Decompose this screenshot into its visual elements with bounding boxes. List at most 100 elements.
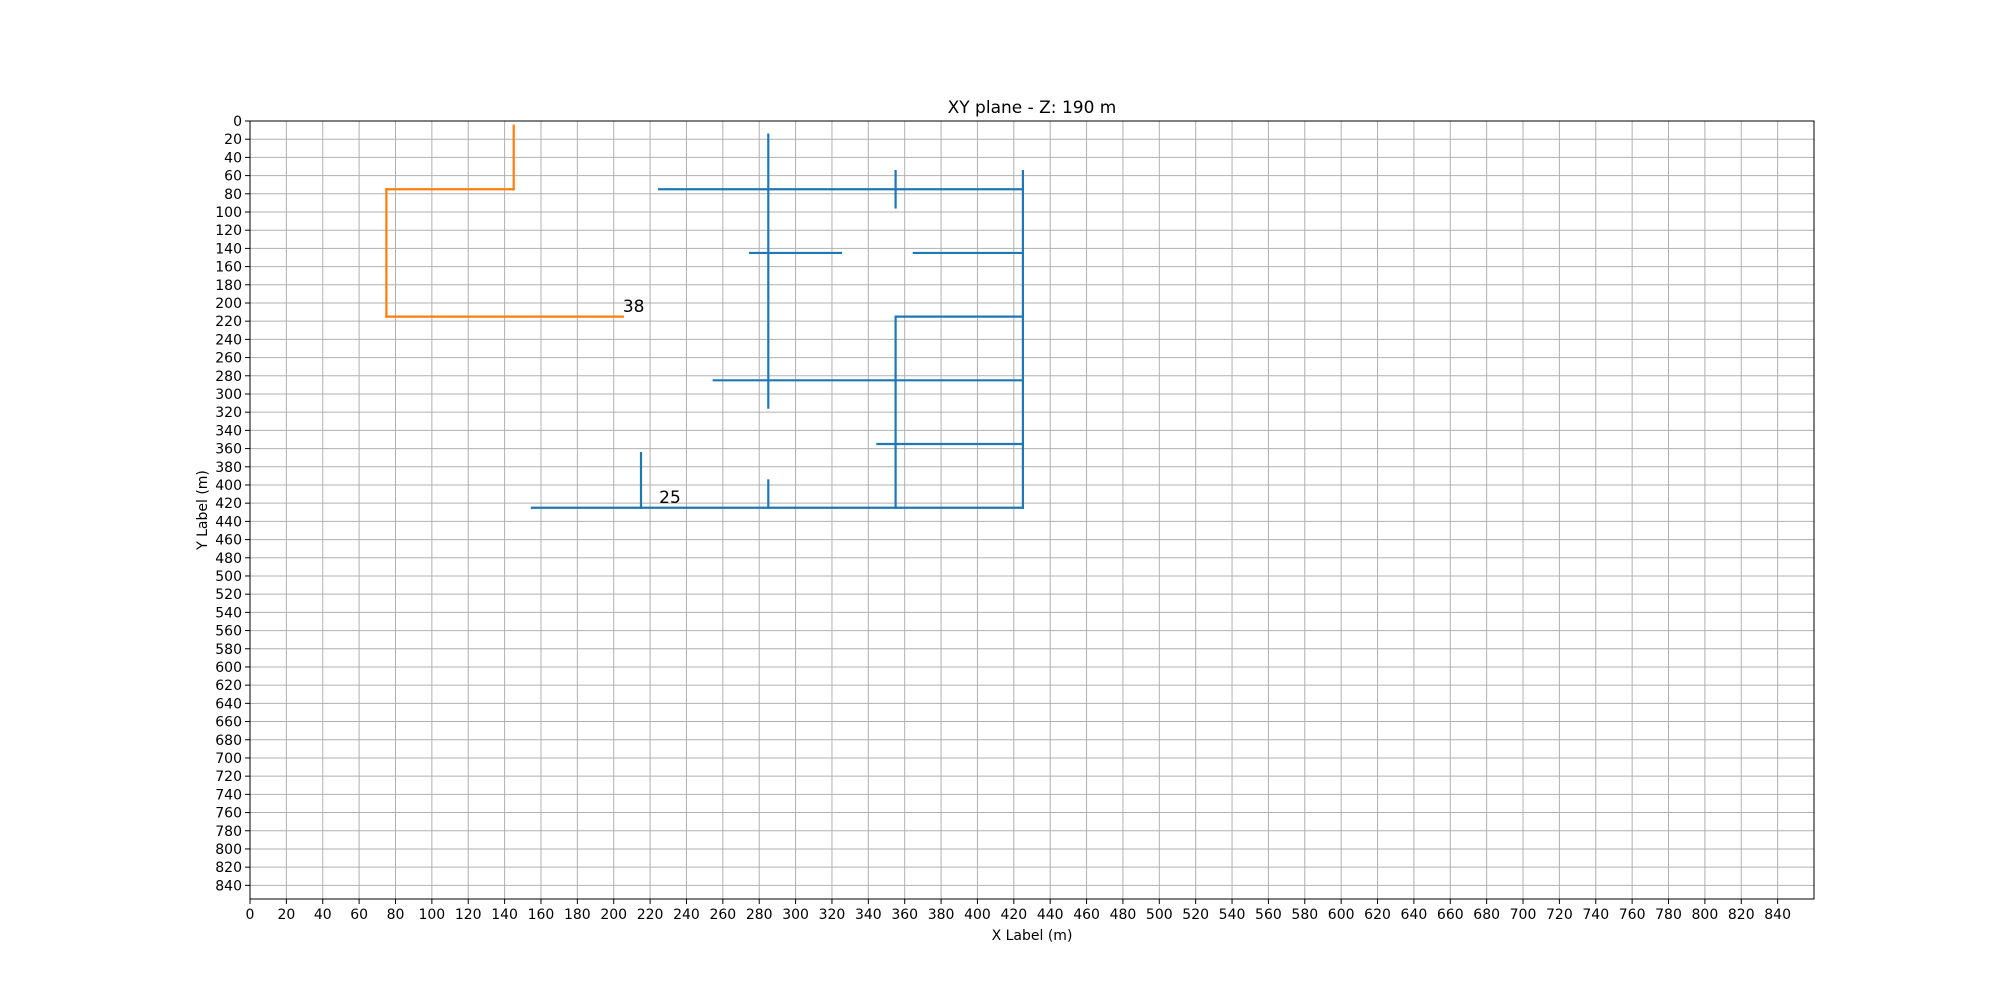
x-tick-label: 420 bbox=[1000, 907, 1027, 923]
y-tick-label: 760 bbox=[215, 806, 242, 822]
y-tick-label: 740 bbox=[215, 787, 242, 803]
y-tick-label: 220 bbox=[215, 314, 242, 330]
x-tick-label: 340 bbox=[855, 907, 882, 923]
y-tick-label: 720 bbox=[215, 769, 242, 785]
series-layer: 25 38 bbox=[385, 124, 1025, 509]
x-tick-label: 380 bbox=[928, 907, 955, 923]
x-tick-label: 820 bbox=[1728, 907, 1755, 923]
x-tick-label: 800 bbox=[1692, 907, 1719, 923]
x-axis-title: X Label (m) bbox=[992, 928, 1073, 944]
y-tick-label: 300 bbox=[215, 387, 242, 403]
x-tick-label: 480 bbox=[1110, 907, 1137, 923]
y-tick-label: 480 bbox=[215, 551, 242, 567]
y-tick-label: 400 bbox=[215, 478, 242, 494]
x-tick-label: 540 bbox=[1219, 907, 1246, 923]
x-tick-label: 40 bbox=[314, 907, 332, 923]
y-tick-label: 500 bbox=[215, 569, 242, 585]
x-tick-label: 740 bbox=[1582, 907, 1609, 923]
x-tick-label: 660 bbox=[1437, 907, 1464, 923]
x-tick-label: 260 bbox=[709, 907, 736, 923]
y-tick-label: 280 bbox=[215, 369, 242, 385]
y-tick-label: 240 bbox=[215, 332, 242, 348]
x-tick-label: 680 bbox=[1473, 907, 1500, 923]
y-tick-label: 80 bbox=[224, 187, 242, 203]
y-tick-label: 0 bbox=[233, 114, 242, 130]
x-tick-label: 720 bbox=[1546, 907, 1573, 923]
x-tick-label: 400 bbox=[964, 907, 991, 923]
x-tick-label: 20 bbox=[277, 907, 295, 923]
grid bbox=[249, 120, 1814, 899]
x-tick-label: 220 bbox=[637, 907, 664, 923]
y-tick-label: 180 bbox=[215, 278, 242, 294]
y-axis: 0 20 40 60 80 100 120 140 160 180 200 220 240 260 280 3… bbox=[215, 114, 250, 894]
x-tick-label: 60 bbox=[350, 907, 368, 923]
x-tick-label: 320 bbox=[819, 907, 846, 923]
x-tick-label: 140 bbox=[491, 907, 518, 923]
y-tick-label: 380 bbox=[215, 460, 242, 476]
y-tick-label: 640 bbox=[215, 696, 242, 712]
x-tick-label: 240 bbox=[673, 907, 700, 923]
series-1: 25 bbox=[530, 133, 1025, 509]
x-tick-label: 460 bbox=[1073, 907, 1100, 923]
y-tick-label: 420 bbox=[215, 496, 242, 512]
y-tick-label: 440 bbox=[215, 514, 242, 530]
chart-title: XY plane - Z: 190 m bbox=[948, 98, 1117, 118]
y-tick-label: 120 bbox=[215, 223, 242, 239]
x-tick-label: 620 bbox=[1364, 907, 1391, 923]
y-axis-title: Y Label (m) bbox=[195, 470, 211, 551]
y-tick-label: 800 bbox=[215, 842, 242, 858]
y-tick-label: 600 bbox=[215, 660, 242, 676]
y-tick-label: 560 bbox=[215, 624, 242, 640]
x-tick-label: 500 bbox=[1146, 907, 1173, 923]
y-tick-label: 840 bbox=[215, 878, 242, 894]
x-tick-label: 200 bbox=[600, 907, 627, 923]
y-tick-label: 660 bbox=[215, 715, 242, 731]
y-tick-label: 680 bbox=[215, 733, 242, 749]
y-tick-label: 460 bbox=[215, 533, 242, 549]
x-tick-label: 640 bbox=[1401, 907, 1428, 923]
y-tick-label: 620 bbox=[215, 678, 242, 694]
y-tick-label: 20 bbox=[224, 132, 242, 148]
y-tick-label: 160 bbox=[215, 260, 242, 276]
y-tick-label: 40 bbox=[224, 150, 242, 166]
x-tick-label: 440 bbox=[1037, 907, 1064, 923]
x-tick-label: 280 bbox=[746, 907, 773, 923]
x-tick-label: 580 bbox=[1291, 907, 1318, 923]
x-tick-label: 100 bbox=[418, 907, 445, 923]
x-tick-label: 180 bbox=[564, 907, 591, 923]
series-2: 38 bbox=[385, 124, 645, 318]
plot-frame bbox=[249, 120, 1815, 900]
x-tick-label: 520 bbox=[1182, 907, 1209, 923]
x-tick-label: 160 bbox=[528, 907, 555, 923]
x-tick-label: 840 bbox=[1764, 907, 1791, 923]
series-1-label: 25 bbox=[659, 488, 681, 508]
x-tick-label: 80 bbox=[387, 907, 405, 923]
x-tick-label: 120 bbox=[455, 907, 482, 923]
plot-area bbox=[250, 121, 1814, 899]
series-2-label: 38 bbox=[623, 297, 645, 317]
y-tick-label: 100 bbox=[215, 205, 242, 221]
y-tick-label: 200 bbox=[215, 296, 242, 312]
x-tick-label: 560 bbox=[1255, 907, 1282, 923]
x-tick-label: 600 bbox=[1328, 907, 1355, 923]
x-axis: 0 20 40 60 80 100 120 140 160 180 200 220 240 260 280 3… bbox=[246, 899, 1791, 923]
y-tick-label: 260 bbox=[215, 351, 242, 367]
y-tick-label: 820 bbox=[215, 860, 242, 876]
x-tick-label: 700 bbox=[1510, 907, 1537, 923]
y-tick-label: 780 bbox=[215, 824, 242, 840]
x-tick-label: 360 bbox=[891, 907, 918, 923]
y-tick-label: 320 bbox=[215, 405, 242, 421]
y-tick-label: 700 bbox=[215, 751, 242, 767]
y-tick-label: 580 bbox=[215, 642, 242, 658]
x-tick-label: 0 bbox=[246, 907, 255, 923]
x-tick-label: 780 bbox=[1655, 907, 1682, 923]
x-tick-label: 300 bbox=[782, 907, 809, 923]
y-tick-label: 520 bbox=[215, 587, 242, 603]
y-tick-label: 340 bbox=[215, 423, 242, 439]
y-tick-label: 60 bbox=[224, 169, 242, 185]
y-tick-label: 360 bbox=[215, 442, 242, 458]
y-tick-label: 540 bbox=[215, 605, 242, 621]
y-tick-label: 140 bbox=[215, 241, 242, 257]
x-tick-label: 760 bbox=[1619, 907, 1646, 923]
